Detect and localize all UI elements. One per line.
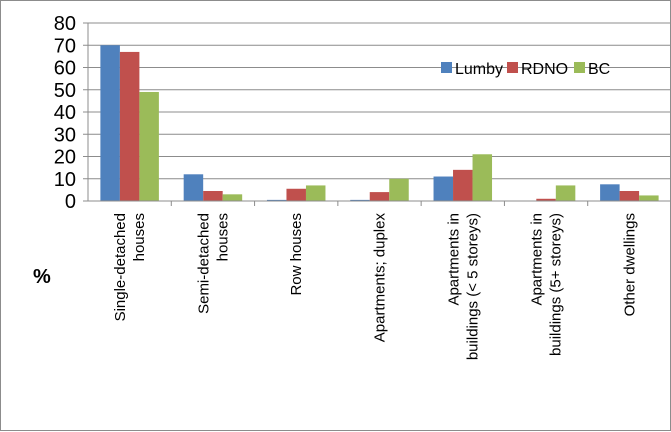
bar-bc [639,195,659,201]
legend-swatch-bc [574,62,585,73]
bar-rdno [286,188,306,201]
y-tick-label: 0 [65,191,76,213]
y-tick-label: 30 [54,124,76,146]
legend-swatch-rdno [507,62,518,73]
category-label: Other dwellings [621,213,638,316]
legend-label-lumby: Lumby [455,61,503,78]
bar-rdno [536,198,556,201]
category-label: Semi-detached [195,213,212,314]
y-tick-label: 60 [54,58,76,80]
bar-lumby [266,199,287,201]
legend-label-bc: BC [588,61,610,78]
legend-label-rdno: RDNO [521,61,568,78]
bar-bc [555,185,576,201]
bar-rdno [453,169,473,201]
category-label: buildings (5+ storeys) [548,213,565,356]
bar-lumby [350,199,370,201]
category-labels: Single-detached houses Semi-detached houses… [112,213,638,361]
bar-bc [139,91,159,201]
bar-bc [389,178,409,201]
legend: Lumby RDNO BC [441,61,610,78]
bar-bc [305,185,326,201]
gridlines [88,22,671,180]
bar-rdno [119,51,140,201]
bar-lumby [600,184,620,201]
category-label: houses [214,213,231,261]
bar-lumby [183,174,204,201]
axes [83,22,671,206]
y-tick-label: 50 [54,80,76,102]
y-axis-label: % [33,266,51,288]
y-tick-label: 10 [54,169,76,191]
category-label: houses [131,213,148,261]
y-tick-label: 20 [54,147,76,169]
category-label: Apartments in [529,213,546,306]
category-label: Row houses [288,213,305,296]
bars [100,45,659,201]
y-tick-label: 70 [54,35,76,57]
bar-rdno [203,190,223,201]
bar-rdno [369,192,390,201]
category-label: Apartments in [445,213,462,306]
bar-lumby [100,45,120,201]
y-tick-label: 80 [54,13,76,35]
category-label: Apartments; duplex [372,213,389,343]
bar-bc [222,194,243,201]
bar-rdno [619,190,640,201]
bar-bc [472,154,493,201]
category-label: buildings (< 5 storeys) [464,213,481,360]
bar-lumby [433,176,454,201]
category-label: Single-detached [112,213,129,321]
y-tick-label: 40 [54,102,76,124]
legend-swatch-lumby [441,62,452,73]
